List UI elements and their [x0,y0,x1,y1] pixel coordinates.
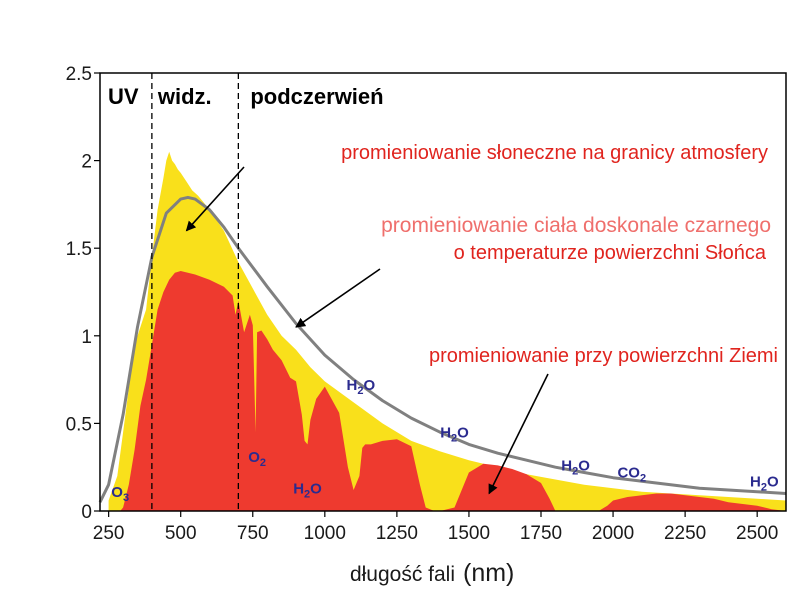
absorption-label-subscript: 2 [761,481,767,493]
absorption-label-subscript: 2 [260,457,266,469]
line-layer [98,195,787,503]
x-tick-label-6: 1750 [520,523,562,544]
absorption-label-subscript: 2 [640,473,646,485]
annotation-arrow-3 [488,373,549,495]
x-tick-label-8: 2250 [664,523,706,544]
absorption-label-7: H2O [750,473,779,493]
absorption-label-base: H [750,473,761,490]
absorption-label-subscript: 2 [451,432,457,444]
absorption-label-base: CO [617,465,640,482]
absorption-label-base: H [347,377,358,394]
x-axis-label: długość fali [350,563,455,586]
absorption-label-rest: O [578,458,590,475]
x-tick-label-5: 1500 [448,523,490,544]
annotation-arrow-2 [295,268,381,328]
absorption-label-5: H2O [561,458,590,478]
absorption-label-subscript: 2 [357,385,363,397]
x-tick-label-1: 500 [165,523,197,544]
x-tick-label-4: 1250 [376,523,418,544]
y-tick-label-0: 0 [81,502,92,523]
x-tick-label-0: 250 [93,523,125,544]
absorption-label-rest: O [310,480,322,497]
annotation-arrow-0 [185,166,245,232]
annotation-0: promieniowanie słoneczne na granicy atmo… [341,142,768,164]
x-tick-label-3: 1000 [304,523,346,544]
absorption-label-rest: O [457,424,469,441]
x-tick-label-2: 750 [237,523,269,544]
series-area-2 [120,271,786,511]
absorption-label-base: H [440,424,451,441]
absorption-label-1: O2 [248,449,266,469]
region-label-1: widz. [157,84,212,109]
y-tick-label-5: 2.5 [66,64,92,85]
absorption-label-rest: O [364,377,376,394]
absorption-label-subscript: 3 [123,492,129,504]
x-tick-label-9: 2500 [736,523,778,544]
series-line-1 [98,195,787,503]
absorption-label-6: CO2 [617,465,646,485]
x-axis-unit: (nm) [463,559,514,587]
area-layer [108,151,787,512]
y-tick-label-4: 2 [81,152,92,173]
absorption-label-0: O3 [111,484,129,504]
annotation-2: o temperaturze powierzchni Słońca [454,242,767,264]
absorption-label-subscript: 2 [572,466,578,478]
absorption-label-base: H [293,480,304,497]
region-label-layer: UV widz. podczerwień [108,84,384,109]
annotation-layer: promieniowanie słoneczne na granicy atmo… [185,142,778,495]
absorption-label-4: H2O [440,424,469,444]
absorption-label-subscript: 2 [304,488,310,500]
region-label-2: podczerwień [250,84,383,109]
absorption-label-rest: O [767,473,779,490]
y-tick-label-1: 0.5 [66,414,92,435]
x-tick-label-7: 2000 [592,523,634,544]
absorption-label-base: O [248,449,260,466]
y-tick-label-3: 1.5 [66,239,92,260]
absorption-label-2: H2O [293,480,322,500]
plot-frame [99,72,787,512]
axes-layer: 250 500 750 1000 1250 1500 1750 2000 2250 2500 0 0.… [66,64,779,544]
annotation-1: promieniowanie ciała doskonale czarnego [381,214,771,237]
region-divider-layer [151,73,240,511]
y-tick-label-2: 1 [81,327,92,348]
absorption-label-base: H [561,458,572,475]
absorption-label-3: H2O [347,377,376,397]
absorption-label-base: O [111,484,123,501]
region-label-0: UV [108,84,139,109]
annotation-3: promieniowanie przy powierzchni Ziemi [429,345,778,367]
